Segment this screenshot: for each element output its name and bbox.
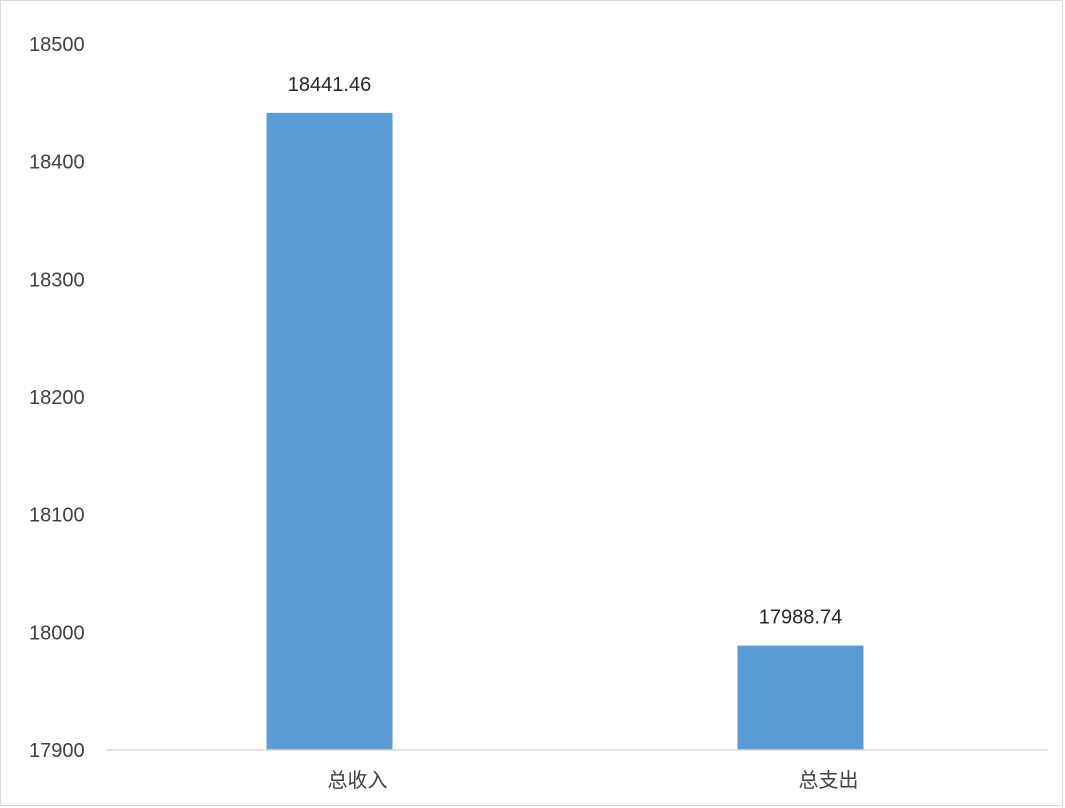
y-tick-label: 18000 bbox=[29, 622, 85, 644]
bar-data-label: 17988.74 bbox=[759, 607, 842, 629]
bars bbox=[266, 112, 864, 750]
y-tick-label: 18500 bbox=[29, 34, 85, 56]
y-tick-label: 18100 bbox=[29, 505, 85, 527]
y-tick-label: 18300 bbox=[29, 269, 85, 291]
bar-data-label: 18441.46 bbox=[288, 74, 371, 96]
y-tick-label: 18200 bbox=[29, 387, 85, 409]
bar bbox=[266, 112, 393, 750]
y-tick-label: 18400 bbox=[29, 152, 85, 174]
data-labels: 18441.46 17988.74 bbox=[288, 74, 842, 629]
y-tick-label: 17900 bbox=[29, 740, 85, 762]
y-axis-ticks: 17900 18000 18100 18200 18300 18400 18500 bbox=[29, 34, 85, 762]
x-category-label: 总收入 bbox=[328, 768, 388, 792]
x-category-label: 总支出 bbox=[799, 768, 859, 792]
bar bbox=[737, 645, 864, 750]
category-labels: 总收入 总支出 bbox=[328, 768, 859, 792]
